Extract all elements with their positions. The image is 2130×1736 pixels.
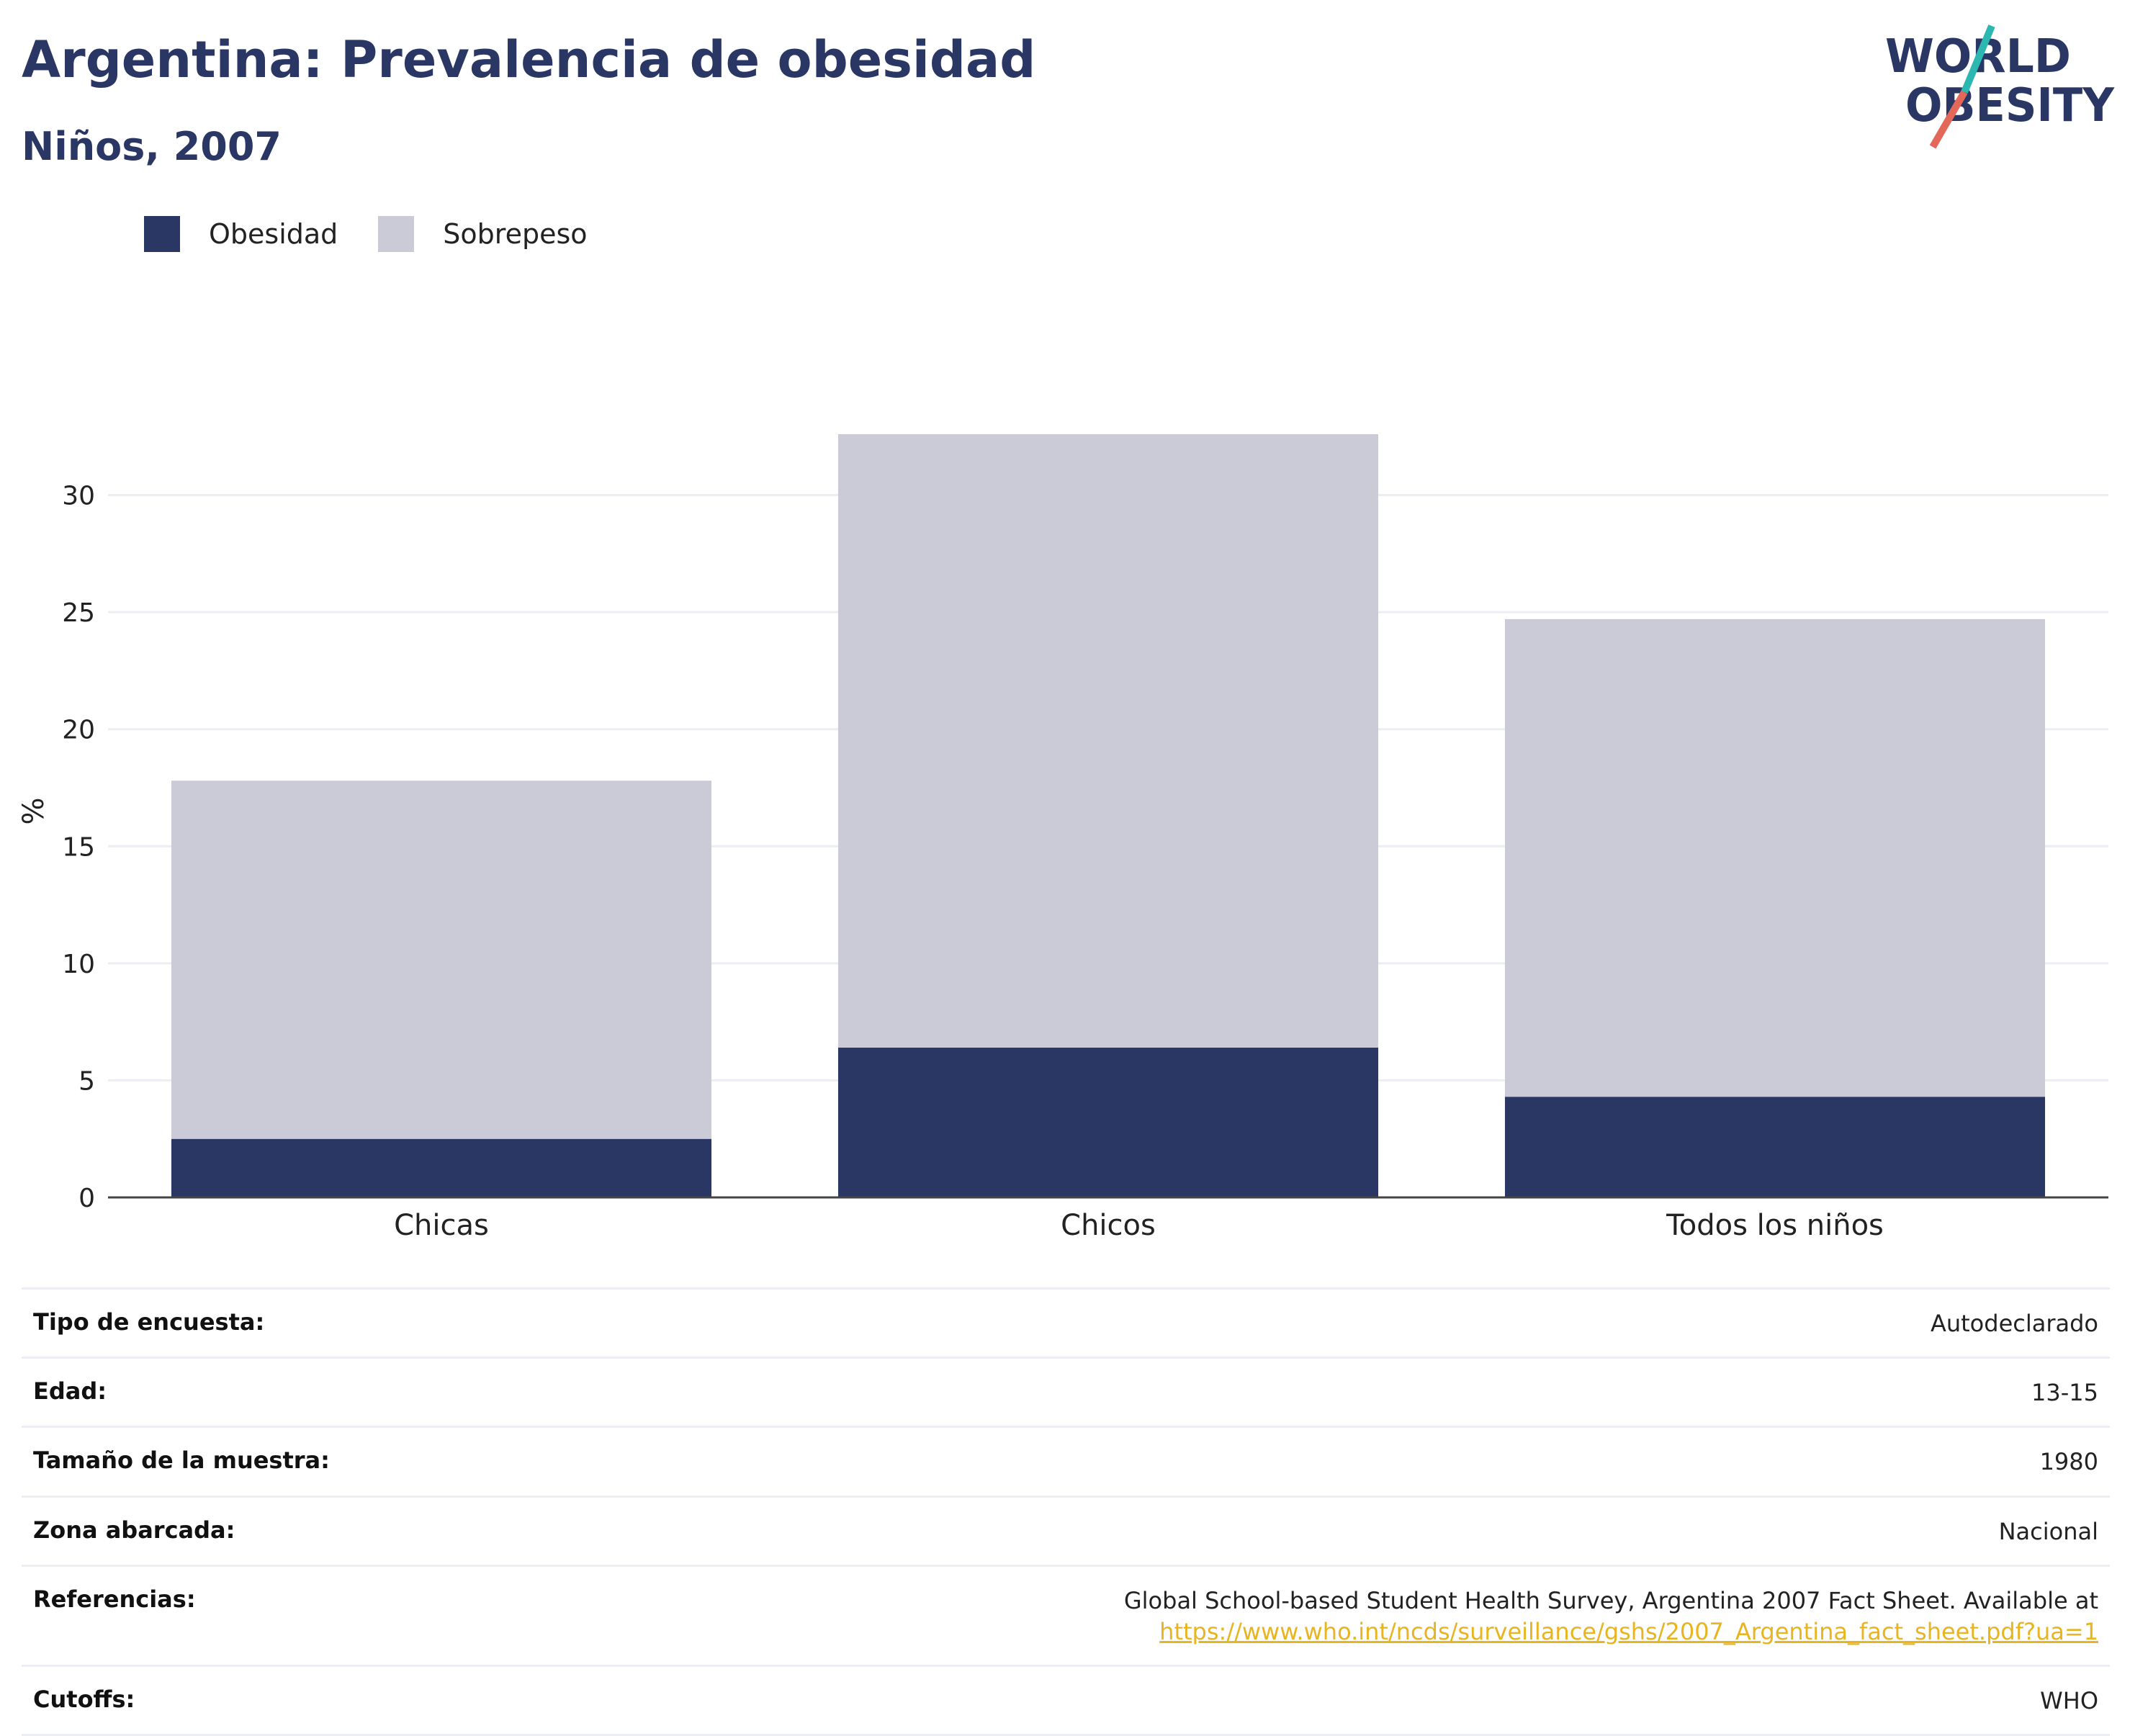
info-value-reference: Global School-based Student Health Surve… [1124,1586,2098,1647]
legend-swatch-obesidad [144,216,180,252]
bar-obesidad-1[interactable] [837,1047,1379,1197]
bar-obesidad-2[interactable] [1504,1097,2046,1197]
bar-sobrepeso-1[interactable] [837,434,1379,1048]
y-tick-label: 0 [78,1184,95,1213]
bars [171,434,2046,1197]
legend-item-obesidad[interactable]: Obesidad [144,216,338,252]
info-value: 13-15 [2031,1379,2098,1407]
survey-info-table: Tipo de encuesta: Autodeclarado Edad: 13… [22,1287,2110,1736]
info-row-survey-type: Tipo de encuesta: Autodeclarado [22,1290,2110,1359]
info-row-age: Edad: 13-15 [22,1359,2110,1429]
world-obesity-logo: WORLD OBESITY [1885,24,2115,149]
legend-label-obesidad: Obesidad [209,218,338,250]
chart-legend: Obesidad Sobrepeso [144,216,628,252]
info-row-sample-size: Tamaño de la muestra: 1980 [22,1428,2110,1498]
info-label: Tamaño de la muestra: [33,1447,330,1475]
x-tick-labels: Chicas Chicos Todos los niños [394,1209,1884,1242]
y-axis-label: % [17,797,50,824]
bar-obesidad-0[interactable] [171,1138,712,1197]
info-label: Edad: [33,1377,107,1406]
reference-text: Global School-based Student Health Surve… [1123,1586,2098,1614]
y-tick-label: 20 [62,716,95,745]
y-tick-label: 5 [78,1066,95,1096]
info-label: Tipo de encuesta: [33,1308,265,1336]
y-tick-label: 15 [62,832,95,862]
info-value: 1980 [2039,1448,2098,1476]
bar-sobrepeso-2[interactable] [1504,619,2046,1097]
info-value: Autodeclarado [1930,1310,2098,1337]
x-tick-label: Todos los niños [1666,1209,1884,1242]
reference-link[interactable]: https://www.who.int/ncds/surveillance/gs… [1159,1617,2098,1645]
logo-slash-teal [1961,24,1995,94]
stacked-bar-chart: 0 5 10 15 20 25 30 Chicas Chicos Todos los niños… [17,434,2108,1242]
chart-title: Argentina: Prevalencia de obesidad [22,30,1036,89]
legend-item-sobrepeso[interactable]: Sobrepeso [378,216,588,252]
info-row-area: Zona abarcada: Nacional [22,1498,2110,1567]
y-tick-label: 25 [62,598,95,628]
logo-slash-red [1929,90,1968,149]
x-tick-label: Chicos [1061,1209,1156,1242]
x-tick-label: Chicas [394,1209,489,1242]
y-tick-labels: 0 5 10 15 20 25 30 [62,482,95,1213]
legend-label-sobrepeso: Sobrepeso [443,218,588,250]
chart-subtitle: Niños, 2007 [22,124,282,169]
legend-swatch-sobrepeso [378,216,415,252]
logo-text-obesity: OBESITY [1905,79,2115,132]
info-label: Zona abarcada: [33,1516,235,1544]
y-tick-label: 30 [62,482,95,511]
y-tick-label: 10 [62,950,95,979]
info-row-references: Referencias: Global School-based Student… [22,1567,2110,1668]
info-label: Cutoffs: [33,1686,135,1714]
bar-sobrepeso-0[interactable] [171,781,712,1139]
info-label: Referencias: [33,1585,196,1613]
info-row-cutoffs: Cutoffs: WHO [22,1667,2110,1736]
info-value: WHO [2040,1687,2098,1715]
info-value: Nacional [1998,1517,2098,1545]
